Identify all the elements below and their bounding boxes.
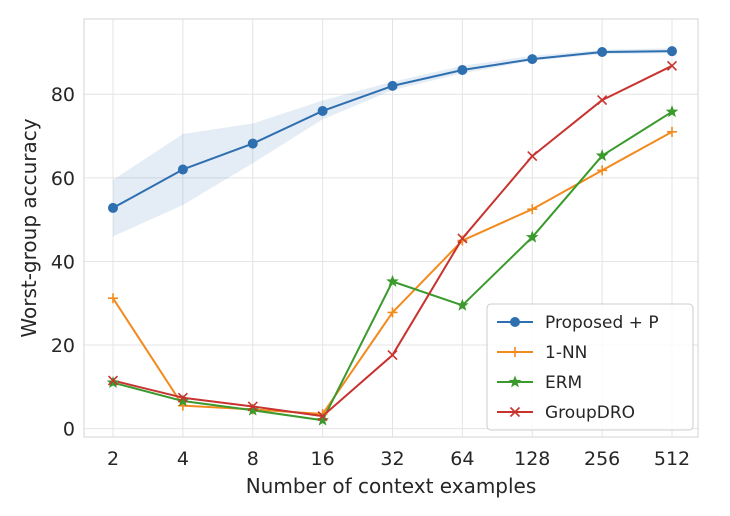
- data-point: [527, 151, 538, 162]
- x-tick-label: 512: [654, 448, 690, 470]
- y-axis-label: Worst-group accuracy: [17, 118, 41, 337]
- data-point: [177, 164, 188, 175]
- data-point: [525, 230, 539, 243]
- data-point: [510, 317, 520, 327]
- data-point: [247, 138, 258, 149]
- x-tick-label: 64: [450, 448, 474, 470]
- data-point: [246, 403, 260, 416]
- data-point: [595, 149, 609, 162]
- data-point: [457, 233, 468, 244]
- x-tick-label: 8: [247, 448, 259, 470]
- data-point: [597, 47, 608, 58]
- y-tick-labels: 0 20 40 60 80: [51, 84, 75, 440]
- y-tick-label: 40: [51, 251, 75, 273]
- x-axis-label: Number of context examples: [246, 474, 537, 498]
- x-tick-label: 128: [514, 448, 550, 470]
- x-tick-label: 2: [107, 448, 119, 470]
- data-point: [177, 392, 188, 403]
- data-point: [107, 375, 119, 386]
- data-point: [510, 347, 520, 357]
- data-point: [387, 350, 398, 361]
- legend-label: ERM: [545, 373, 582, 393]
- plot-frame: [83, 18, 699, 438]
- data-point: [387, 307, 398, 318]
- data-point: [527, 204, 538, 215]
- data-point: [317, 105, 328, 116]
- x-tick-label: 4: [177, 448, 189, 470]
- data-point: [316, 413, 329, 426]
- data-point: [247, 401, 258, 412]
- data-point: [457, 235, 468, 246]
- data-point: [527, 54, 538, 65]
- data-point: [108, 293, 118, 304]
- series-markers: [106, 46, 679, 426]
- data-point: [667, 46, 677, 57]
- legend: Proposed + P 1-NN ERM GroupDRO: [486, 303, 694, 431]
- y-tick-label: 20: [51, 335, 75, 357]
- data-point: [317, 411, 328, 422]
- legend-label: GroupDRO: [545, 403, 635, 423]
- x-tick-label: 256: [584, 448, 620, 470]
- y-tick-label: 0: [63, 419, 75, 441]
- legend-label: 1-NN: [545, 343, 587, 363]
- data-point: [509, 406, 521, 418]
- data-point: [457, 64, 468, 75]
- x-tick-label: 32: [380, 448, 404, 470]
- data-point: [456, 298, 469, 311]
- y-tick-label: 80: [51, 84, 75, 106]
- x-tick-labels: 2 4 8 16 32 64 128 256 512: [107, 448, 690, 470]
- legend-label: Proposed + P: [545, 313, 659, 333]
- data-point: [106, 376, 120, 389]
- data-point: [667, 126, 677, 137]
- data-point: [508, 375, 522, 388]
- data-point: [387, 80, 398, 91]
- data-point: [666, 60, 678, 71]
- data-point: [665, 105, 679, 118]
- data-point: [176, 394, 190, 407]
- data-point: [108, 202, 118, 213]
- data-point: [386, 274, 399, 287]
- legend-box: [486, 303, 694, 431]
- y-tick-label: 60: [51, 168, 75, 190]
- data-point: [597, 165, 608, 176]
- x-tick-label: 16: [311, 448, 335, 470]
- data-point: [597, 95, 608, 106]
